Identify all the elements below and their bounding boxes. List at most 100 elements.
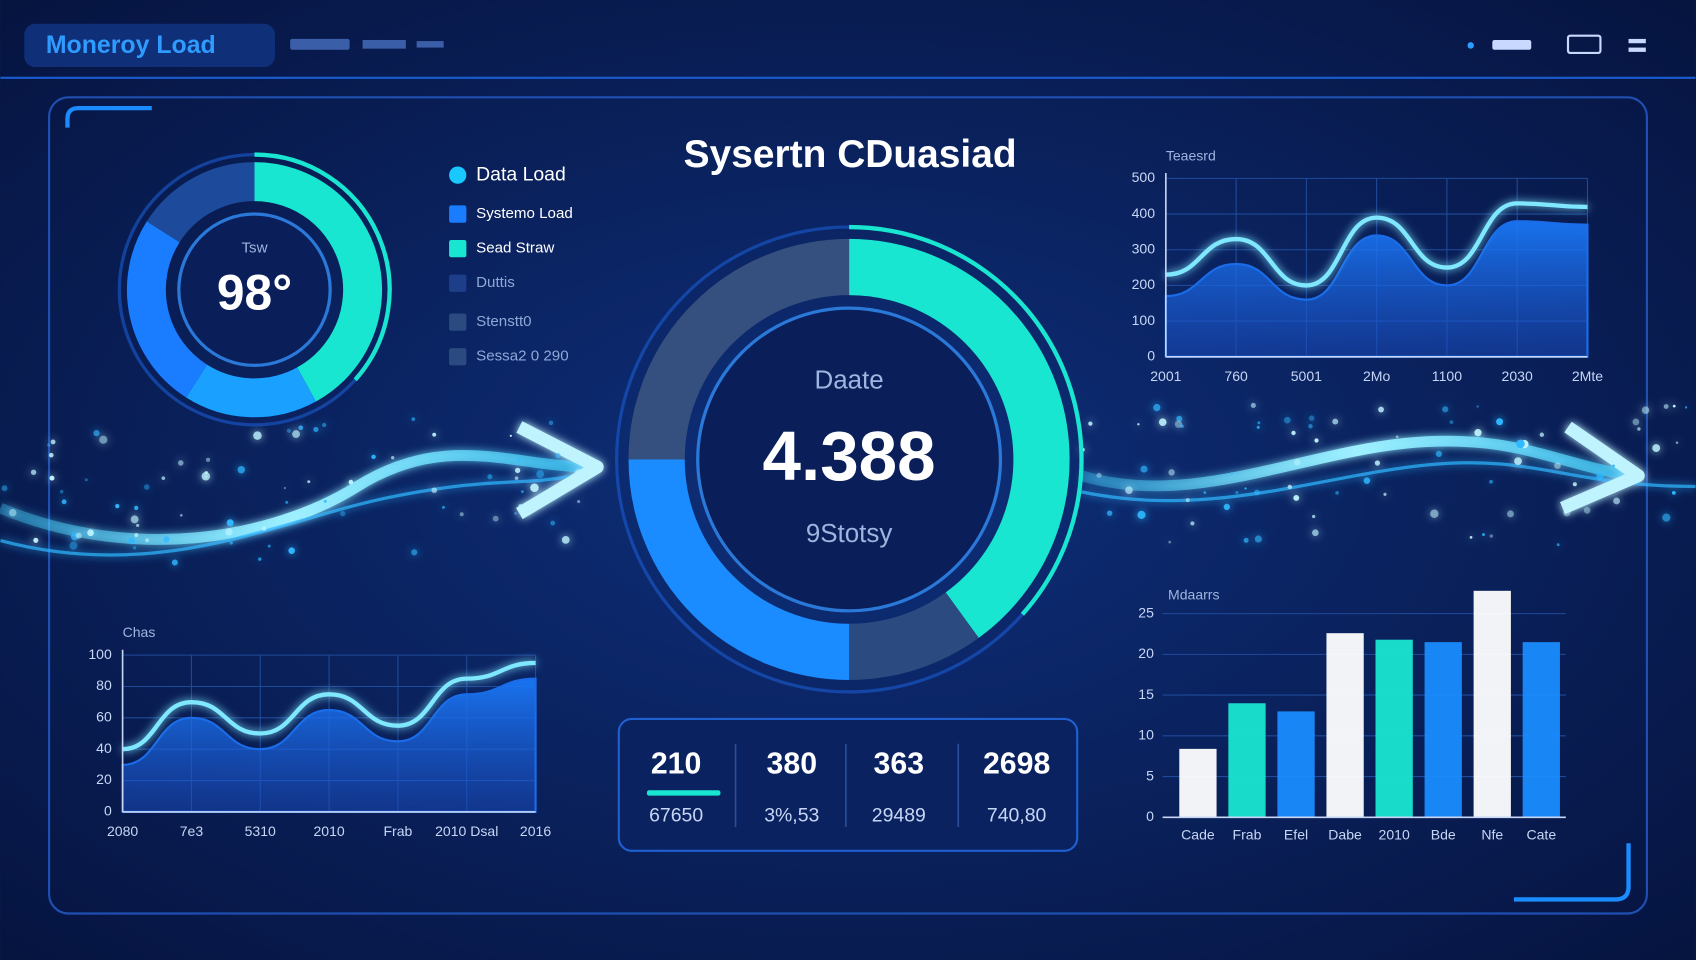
particle	[1158, 418, 1167, 427]
y-tick-label: 500	[1132, 169, 1156, 185]
particle	[371, 454, 376, 460]
particle	[292, 430, 300, 439]
particle	[1612, 464, 1615, 468]
particle	[180, 514, 183, 517]
bar	[1424, 642, 1462, 818]
chart-title: Mdaarrs	[1168, 586, 1220, 602]
line	[1165, 201, 1588, 288]
particle	[509, 434, 512, 437]
particle	[1254, 489, 1260, 496]
y-tick-label: 0	[1147, 347, 1155, 363]
x-tick-label: 2010 Dsal	[435, 823, 498, 839]
particle	[144, 484, 150, 490]
window-controls[interactable]	[1467, 34, 1646, 55]
particle	[59, 489, 64, 494]
particle	[1378, 406, 1384, 413]
particle	[1652, 444, 1661, 453]
particle	[411, 549, 418, 556]
legend-swatch	[449, 274, 467, 292]
legend-swatch	[449, 348, 467, 366]
title-pill	[24, 23, 276, 68]
legend-swatch	[449, 313, 467, 331]
particle	[177, 460, 184, 466]
chart-title: Teaesrd	[1166, 147, 1216, 163]
particle	[128, 537, 136, 545]
particle	[1235, 490, 1239, 495]
particle	[87, 529, 94, 537]
particle	[550, 520, 556, 526]
particle	[229, 541, 233, 545]
x-tick-label: 2001	[1150, 368, 1181, 384]
bar	[1277, 711, 1315, 818]
particle	[132, 546, 137, 550]
particle	[432, 432, 437, 437]
x-tick-label: 760	[1224, 368, 1248, 384]
legend-label: Duttis	[476, 274, 515, 291]
particle	[1563, 509, 1571, 517]
x-tick-label: 2010	[313, 823, 344, 839]
particle	[1190, 521, 1195, 526]
particle	[1168, 540, 1172, 544]
particle	[49, 475, 55, 481]
particle	[313, 426, 319, 433]
legend-swatch	[449, 240, 467, 258]
particle	[459, 512, 464, 517]
particle	[288, 547, 295, 554]
x-tick-label: 2Mte	[1572, 368, 1603, 384]
y-tick-label: 20	[1138, 645, 1154, 661]
particle	[1254, 535, 1262, 543]
y-tick-label: 0	[1146, 808, 1154, 824]
line	[122, 660, 536, 752]
particle	[1572, 482, 1577, 487]
y-tick-label: 200	[1132, 276, 1156, 292]
x-tick-label: 5001	[1291, 368, 1322, 384]
panel-frame	[48, 96, 1648, 915]
stat-value: 380	[767, 747, 818, 780]
particle	[1287, 484, 1293, 490]
particle	[536, 470, 545, 478]
particle	[1137, 423, 1140, 426]
particle	[561, 535, 570, 544]
y-tick-label: 5	[1146, 767, 1154, 783]
gauge-title: Daate	[814, 366, 883, 394]
y-tick-label: 100	[1132, 312, 1156, 328]
x-tick-label: 5310	[245, 823, 276, 839]
particle	[391, 456, 395, 460]
inner-ring	[696, 306, 1003, 613]
particle	[1284, 416, 1291, 424]
gauge-title: Tsw	[241, 240, 267, 257]
particle	[1153, 403, 1161, 412]
bar	[1326, 633, 1364, 818]
inner-ring	[177, 212, 332, 368]
particle	[1624, 480, 1630, 487]
stat-label: 67650	[649, 804, 703, 826]
particle	[492, 515, 499, 522]
particle	[161, 476, 166, 481]
x-tick-label: Cate	[1526, 826, 1556, 842]
particle	[134, 505, 139, 511]
stat-label: 3%,53	[764, 804, 819, 826]
app-title: Moneroy Load	[46, 31, 216, 59]
particle	[84, 478, 88, 482]
particle	[1442, 406, 1449, 413]
donut-segment	[848, 592, 979, 680]
y-tick-label: 25	[1138, 604, 1154, 620]
particle	[258, 557, 262, 561]
particle	[1476, 405, 1479, 408]
y-tick-label: 10	[1138, 727, 1154, 743]
particle	[548, 420, 554, 426]
particle	[8, 508, 17, 517]
particle	[48, 452, 54, 458]
x-tick-label: Nfe	[1481, 826, 1503, 842]
particle	[1223, 503, 1230, 511]
particle	[1469, 536, 1473, 539]
particle	[1374, 460, 1381, 466]
legend-label: Systemo Load	[476, 205, 573, 222]
data-flow	[0, 402, 1696, 566]
particle	[1556, 543, 1560, 547]
particle	[253, 431, 262, 440]
particle	[1294, 458, 1301, 466]
gauge-value: 98°	[217, 264, 292, 320]
y-tick-label: 80	[96, 677, 112, 693]
particle	[1613, 497, 1621, 505]
